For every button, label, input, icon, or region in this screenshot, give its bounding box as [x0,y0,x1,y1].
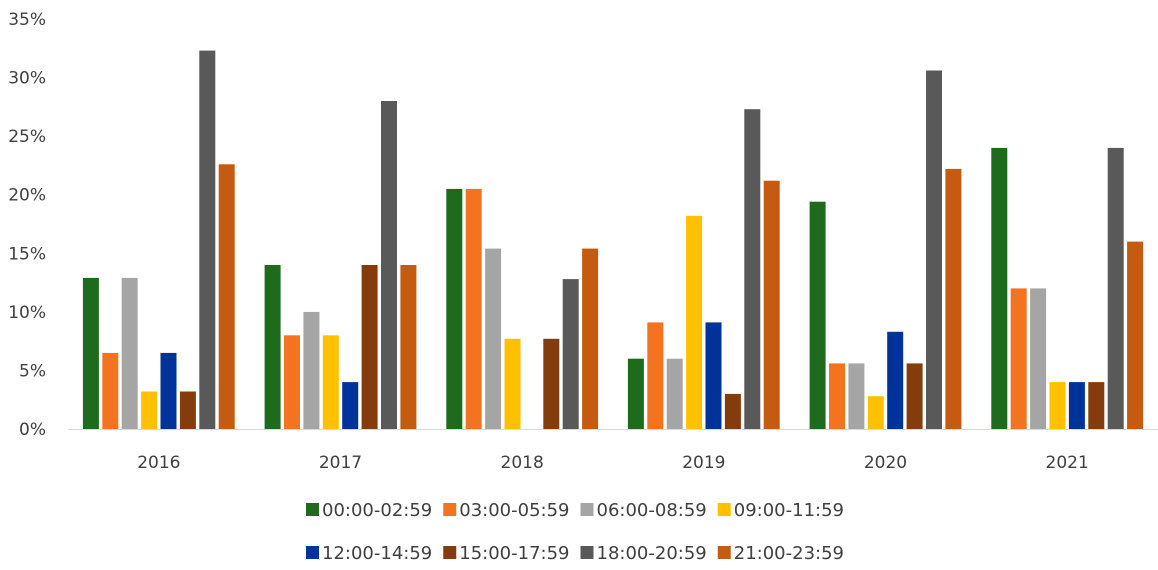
y-tick-label: 15% [8,244,46,264]
x-tick-label: 2018 [501,453,544,473]
legend-label: 18:00-20:59 [597,543,707,564]
bar [141,391,158,429]
bar [1049,382,1066,429]
legend-swatch [443,546,457,559]
x-tick-label: 2019 [682,453,725,473]
bar [724,393,741,429]
legend-label: 12:00-14:59 [322,543,432,564]
bar [809,201,826,429]
bar [1068,382,1085,429]
bar [686,215,703,429]
bar [179,391,196,429]
bar [666,358,683,429]
bar [1088,382,1105,429]
bar [829,363,845,429]
bar [945,168,962,429]
legend-swatch [580,546,594,559]
bar [1010,288,1027,429]
legend-label: 21:00-23:59 [734,543,844,564]
bar [82,277,99,429]
legend-swatch [580,503,594,516]
bar [705,322,722,429]
legend-swatch [717,546,731,559]
bar [284,335,300,429]
legend: 00:00-02:59 03:00-05:59 06:00-08:59 09:00-1… [306,500,844,564]
bar [361,265,378,429]
bar [744,109,761,429]
legend-swatch [443,503,457,516]
x-tick-label: 2020 [864,453,907,473]
bar [848,363,865,429]
bar [446,188,463,429]
bar [504,338,521,429]
bars [82,50,1144,430]
bar [264,265,281,429]
bar [867,396,884,429]
legend-label: 06:00-08:59 [597,500,707,521]
y-tick-label: 10% [8,303,46,323]
x-tick-label: 2021 [1046,453,1089,473]
bar [303,311,320,429]
bar [199,50,216,429]
y-tick-label: 5% [19,361,46,381]
bar [991,147,1008,429]
bar [102,352,119,429]
legend-label: 09:00-11:59 [734,500,844,521]
bar [1107,147,1124,429]
bar [627,358,644,429]
bar [926,70,942,429]
x-tick-label: 2016 [137,453,180,473]
bar [465,188,482,429]
bar [218,164,235,430]
bar [381,101,397,429]
y-tick-label: 25% [8,127,46,147]
bar [1127,241,1144,429]
legend-swatch [306,546,319,559]
y-axis-tick-labels: 0% 5% 10% 15% 20% 25% 30% 35% [8,10,46,440]
legend-label: 03:00-05:59 [459,500,569,521]
bar [1030,288,1047,429]
y-tick-label: 30% [8,69,46,89]
bar [887,331,904,429]
bar [906,363,923,429]
legend-swatch [306,503,319,516]
bar [322,335,339,429]
bar [160,352,177,429]
legend-swatch [717,503,731,516]
bar [582,248,599,429]
bar [485,248,502,429]
bar [342,382,359,429]
bar [543,338,560,429]
x-axis-tick-labels: 2016 2017 2018 2019 2020 2021 [137,453,1089,473]
bar [121,277,138,429]
legend-label: 00:00-02:59 [322,500,432,521]
bar [562,279,579,429]
y-tick-label: 0% [19,420,46,440]
bar [400,265,417,429]
bar [647,322,664,429]
y-tick-label: 35% [8,10,46,30]
bar [763,180,780,429]
x-tick-label: 2017 [319,453,362,473]
legend-label: 15:00-17:59 [459,543,569,564]
y-tick-label: 20% [8,186,46,206]
